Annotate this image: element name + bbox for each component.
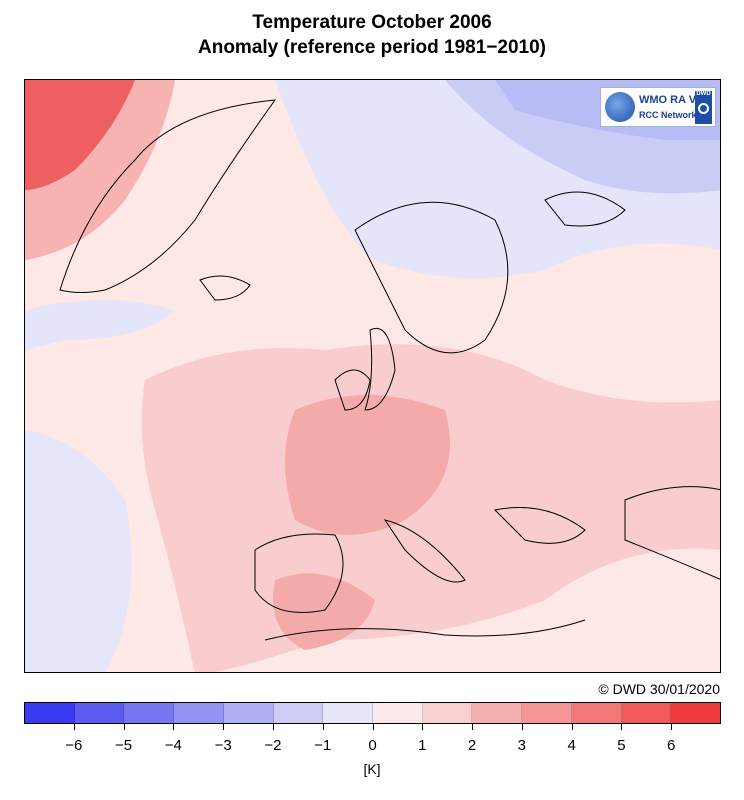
colorbar-tick: [671, 724, 673, 730]
colorbar-tick: [73, 724, 75, 730]
kola-coast: [544, 191, 626, 227]
colorbar-tick-label: −6: [65, 737, 83, 754]
wmo-globe-icon: [605, 92, 635, 122]
colorbar-tick: [571, 724, 573, 730]
ireland-coast: [334, 369, 371, 411]
colorbar-tick-label: 6: [667, 737, 676, 754]
colorbar-tick-label: −2: [264, 737, 282, 754]
dwd-logo-badge: DWD: [695, 91, 712, 124]
warm-anomaly-core: [285, 395, 450, 535]
colorbar-tick: [422, 724, 424, 730]
colorbar-tick-label: 5: [617, 737, 626, 754]
logo-agency-text: DWD: [696, 91, 711, 97]
logo-network-text: RCC Network: [639, 110, 697, 120]
colorbar-tick-label: −5: [115, 737, 133, 754]
colorbar-segment: [25, 703, 75, 723]
scandinavia-coast: [354, 201, 509, 354]
colorbar-tick-label: −1: [314, 737, 332, 754]
colorbar-segment: [571, 703, 622, 723]
colorbar-segment: [74, 703, 125, 723]
anomaly-map: [24, 79, 721, 673]
colorbar-tick-label: 4: [567, 737, 576, 754]
turkey-coast: [624, 486, 720, 580]
colorbar-segment: [422, 703, 473, 723]
wmo-dwd-logo: WMO RA VI RCC Network DWD: [600, 87, 716, 127]
colorbar-segment: [373, 703, 423, 723]
colorbar-segment: [472, 703, 523, 723]
map-title: Temperature October 2006: [252, 12, 492, 33]
colorbar-tick: [621, 724, 623, 730]
north-africa-coast: [264, 619, 586, 641]
colorbar-tick: [322, 724, 324, 730]
cool-anomaly-area-west: [25, 430, 132, 672]
copyright-credit: © DWD 30/01/2020: [598, 681, 720, 697]
colorbar-tick-label: 1: [418, 737, 427, 754]
colorbar-tick-label: −3: [214, 737, 232, 754]
colorbar-tick: [272, 724, 274, 730]
colorbar-tick: [173, 724, 175, 730]
colorbar-tick-label: 0: [368, 737, 377, 754]
coastlines: [59, 99, 720, 641]
colorbar-unit: [K]: [363, 761, 381, 777]
colorbar-segment: [273, 703, 324, 723]
britain-coast: [364, 328, 396, 411]
colorbar-tick: [123, 724, 125, 730]
colorbar-tick-label: 2: [467, 737, 477, 754]
colorbar-segment: [124, 703, 175, 723]
colorbar-tick: [372, 724, 374, 730]
italy-coast: [383, 519, 466, 583]
colorbar-tick: [223, 724, 225, 730]
colorbar-segment: [522, 703, 572, 723]
cool-anomaly-area-atlantic: [25, 300, 175, 350]
colorbar: [24, 702, 721, 724]
balkan-coast: [493, 507, 586, 544]
iberia-coast: [254, 533, 344, 613]
dwd-swirl-icon: [698, 103, 709, 114]
colorbar-tick: [472, 724, 474, 730]
anomaly-map-graphic: [25, 80, 720, 672]
colorbar-segment: [174, 703, 224, 723]
colorbar-tick-label: 3: [517, 737, 527, 754]
colorbar-segment: [671, 703, 721, 723]
greenland-coast: [59, 99, 277, 293]
map-subtitle: Anomaly (reference period 1981−2010): [198, 37, 546, 58]
iceland-coast: [199, 275, 251, 301]
colorbar-tick: [521, 724, 523, 730]
strong-warm-anomaly-greenland: [25, 80, 135, 190]
colorbar-tick-label: −4: [164, 737, 182, 754]
colorbar-segment: [323, 703, 374, 723]
warm-anomaly-iberia: [273, 573, 375, 650]
colorbar-segment: [223, 703, 274, 723]
colorbar-segment: [621, 703, 672, 723]
logo-org-text: WMO RA VI: [639, 94, 700, 106]
